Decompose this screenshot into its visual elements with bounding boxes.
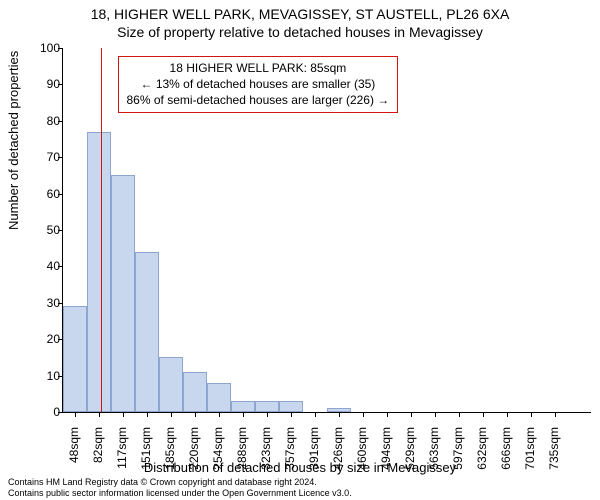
xtick-mark bbox=[267, 412, 268, 417]
ytick-label: 90 bbox=[10, 77, 60, 91]
xtick-mark bbox=[123, 412, 124, 417]
xtick-mark bbox=[243, 412, 244, 417]
ytick-label: 60 bbox=[10, 187, 60, 201]
xtick-label: 529sqm bbox=[403, 427, 417, 477]
xtick-label: 220sqm bbox=[187, 427, 201, 477]
annotation-line: 86% of semi-detached houses are larger (… bbox=[127, 92, 390, 108]
xtick-mark bbox=[291, 412, 292, 417]
xtick-mark bbox=[171, 412, 172, 417]
xtick-label: 735sqm bbox=[547, 427, 561, 477]
xtick-label: 494sqm bbox=[379, 427, 393, 477]
ytick-label: 50 bbox=[10, 223, 60, 237]
footer-attribution: Contains HM Land Registry data © Crown c… bbox=[8, 477, 352, 498]
annotation-box: 18 HIGHER WELL PARK: 85sqm← 13% of detac… bbox=[118, 56, 399, 113]
ytick-label: 40 bbox=[10, 259, 60, 273]
histogram-bar bbox=[231, 401, 255, 412]
xtick-label: 391sqm bbox=[307, 427, 321, 477]
xtick-mark bbox=[507, 412, 508, 417]
histogram-bar bbox=[111, 175, 135, 412]
xtick-mark bbox=[315, 412, 316, 417]
xtick-label: 82sqm bbox=[91, 427, 105, 477]
ytick-label: 70 bbox=[10, 150, 60, 164]
xtick-mark bbox=[219, 412, 220, 417]
ytick-label: 20 bbox=[10, 332, 60, 346]
xtick-label: 563sqm bbox=[427, 427, 441, 477]
xtick-mark bbox=[363, 412, 364, 417]
xtick-label: 632sqm bbox=[475, 427, 489, 477]
xtick-mark bbox=[99, 412, 100, 417]
xtick-mark bbox=[531, 412, 532, 417]
xtick-mark bbox=[75, 412, 76, 417]
xtick-mark bbox=[195, 412, 196, 417]
xtick-label: 151sqm bbox=[139, 427, 153, 477]
xtick-label: 666sqm bbox=[499, 427, 513, 477]
property-marker-line bbox=[101, 48, 102, 412]
histogram-bar bbox=[255, 401, 279, 412]
annotation-line: ← 13% of detached houses are smaller (35… bbox=[127, 76, 390, 92]
ytick-label: 0 bbox=[10, 405, 60, 419]
xtick-label: 254sqm bbox=[211, 427, 225, 477]
xtick-label: 48sqm bbox=[67, 427, 81, 477]
title-subtitle: Size of property relative to detached ho… bbox=[0, 24, 600, 40]
xtick-mark bbox=[411, 412, 412, 417]
histogram-bar bbox=[87, 132, 111, 412]
histogram-bar bbox=[183, 372, 207, 412]
chart-container: 18, HIGHER WELL PARK, MEVAGISSEY, ST AUS… bbox=[0, 0, 600, 500]
histogram-bar bbox=[63, 306, 87, 412]
xtick-mark bbox=[147, 412, 148, 417]
xtick-label: 288sqm bbox=[235, 427, 249, 477]
xtick-label: 185sqm bbox=[163, 427, 177, 477]
histogram-bar bbox=[207, 383, 231, 412]
xtick-mark bbox=[387, 412, 388, 417]
xtick-mark bbox=[435, 412, 436, 417]
ytick-label: 30 bbox=[10, 296, 60, 310]
title-address: 18, HIGHER WELL PARK, MEVAGISSEY, ST AUS… bbox=[0, 6, 600, 22]
xtick-mark bbox=[555, 412, 556, 417]
xtick-mark bbox=[483, 412, 484, 417]
ytick-label: 80 bbox=[10, 114, 60, 128]
histogram-bar bbox=[159, 357, 183, 412]
ytick-label: 100 bbox=[10, 41, 60, 55]
histogram-bar bbox=[279, 401, 303, 412]
xtick-label: 597sqm bbox=[451, 427, 465, 477]
xtick-label: 323sqm bbox=[259, 427, 273, 477]
xtick-label: 426sqm bbox=[331, 427, 345, 477]
xtick-label: 117sqm bbox=[115, 427, 129, 477]
annotation-line: 18 HIGHER WELL PARK: 85sqm bbox=[127, 60, 390, 76]
footer-line-1: Contains HM Land Registry data © Crown c… bbox=[8, 477, 352, 487]
ytick-label: 10 bbox=[10, 369, 60, 383]
xtick-label: 460sqm bbox=[355, 427, 369, 477]
xtick-label: 357sqm bbox=[283, 427, 297, 477]
histogram-bar bbox=[135, 252, 159, 412]
footer-line-2: Contains public sector information licen… bbox=[8, 488, 352, 498]
xtick-mark bbox=[339, 412, 340, 417]
xtick-mark bbox=[459, 412, 460, 417]
plot-area: 18 HIGHER WELL PARK: 85sqm← 13% of detac… bbox=[62, 48, 591, 413]
xtick-label: 701sqm bbox=[523, 427, 537, 477]
